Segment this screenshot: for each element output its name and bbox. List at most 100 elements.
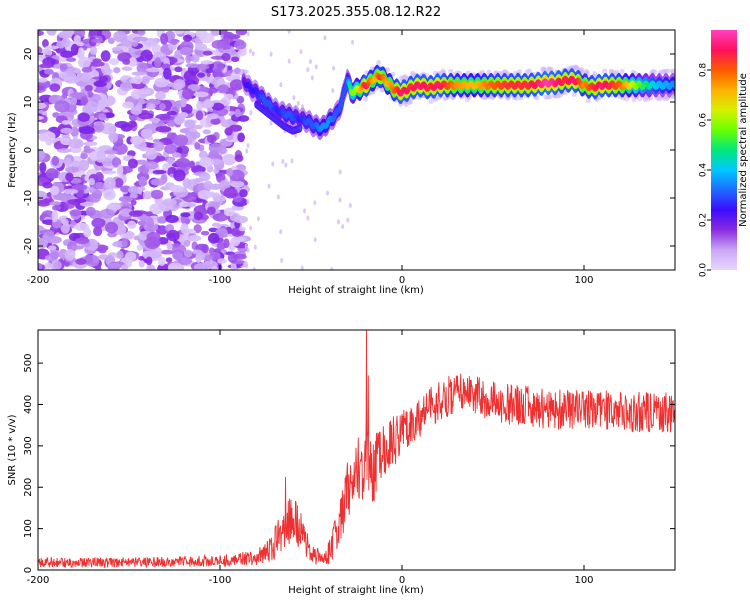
spectrogram-noise-cell (201, 243, 209, 254)
spectrogram-noise-cell (193, 91, 209, 98)
spectrogram-noise-cell (52, 112, 60, 118)
spectrogram-noise-cell (111, 47, 122, 52)
spectrogram-noise-cell (223, 238, 230, 249)
spectrogram-noise-cell (280, 257, 284, 263)
spectrogram-noise-cell (199, 117, 214, 128)
spectrogram-noise-cell (173, 169, 186, 182)
spectrogram-noise-cell (166, 132, 176, 140)
spectrogram-noise-cell (95, 181, 105, 190)
spectrogram-noise-cell (197, 72, 206, 78)
spectrogram-noise-cell (49, 201, 62, 206)
spectrogram-noise-cell (179, 46, 194, 56)
spectrogram-noise-cell (130, 89, 141, 99)
spectrogram-noise-cell (310, 75, 314, 81)
spectrogram-noise-cell (58, 30, 73, 39)
spectrogram-noise-cell (108, 131, 119, 143)
spectrogram-noise-cell (180, 96, 187, 108)
spectrogram-noise-cell (140, 128, 153, 139)
spectrogram-halo-cell (534, 95, 540, 101)
spectrogram-noise-cell (87, 91, 94, 98)
spectrogram-noise-cell (145, 103, 156, 110)
spectrogram-noise-cell (130, 199, 137, 206)
spectrogram-noise-cell (200, 100, 214, 109)
spectrogram-noise-cell (77, 56, 91, 69)
spectrogram-noise-cell (60, 221, 70, 234)
snr-y-tick-label: 400 (23, 395, 34, 414)
spectrogram-noise-cell (130, 106, 142, 115)
spectrogram-noise-cell (235, 30, 248, 36)
spectrogram-noise-cell (64, 248, 76, 261)
spectrogram-noise-cell (314, 64, 318, 70)
spectrogram-noise-cell (194, 43, 208, 51)
spectrogram-noise-cell (44, 68, 54, 75)
spectrogram-noise-cell (91, 38, 104, 43)
spectrogram-noise-cell (207, 232, 220, 244)
spectrogram-noise-cell (89, 61, 105, 67)
spectrogram-noise-cell (80, 96, 89, 106)
spectrogram-noise-cell (61, 120, 71, 125)
spectrogram-noise-cell (257, 216, 261, 222)
spectrogram-noise-cell (70, 43, 79, 56)
spectrogram-noise-cell (104, 112, 115, 119)
spectrogram-noise-cell (70, 126, 79, 137)
snr-y-tick-label: 200 (23, 478, 34, 497)
spectrogram-noise-cell (217, 258, 227, 264)
spectrogram-noise-cell (237, 132, 246, 143)
spectrogram-noise-cell (113, 30, 127, 43)
spectrogram-noise-cell (194, 50, 206, 55)
spectrogram-noise-cell (138, 176, 148, 187)
spectrogram-noise-cell (195, 110, 204, 121)
spectrogram-noise-cell (49, 83, 61, 92)
spectrogram-noise-cell (173, 134, 189, 147)
spectrogram-noise-cell (211, 222, 221, 227)
spectrogram-x-label: Height of straight line (km) (288, 285, 424, 296)
spectrogram-noise-cell (122, 58, 131, 65)
spectrogram-y-label: Frequency (Hz) (7, 112, 18, 188)
spectrogram-halo-cell (448, 68, 454, 74)
spectrogram-noise-cell (194, 124, 203, 130)
spectrogram-noise-cell (145, 148, 158, 160)
colorbar-tick-label: 0.4 (699, 163, 709, 178)
spectrogram-halo-cell (602, 68, 608, 74)
spectrogram-noise-cell (185, 54, 192, 64)
spectrogram-noise-cell (171, 243, 180, 248)
spectrogram-noise-cell (138, 259, 145, 268)
spectrogram-noise-cell (42, 39, 49, 48)
spectrogram-noise-cell (287, 58, 291, 64)
spectrogram-noise-cell (65, 172, 74, 182)
spectrogram-noise-cell (131, 71, 148, 76)
spectrogram-noise-cell (38, 262, 43, 270)
spectrogram-noise-cell (200, 60, 214, 65)
spectrogram-noise-cell (71, 245, 84, 250)
snr-y-label: SNR (10 * v/v) (7, 414, 18, 485)
spectrogram-noise-cell (42, 181, 53, 189)
spectrogram-noise-cell (155, 155, 166, 162)
spectrogram-noise-cell (166, 110, 177, 116)
spectrogram-y-tick-label: 10 (23, 96, 34, 109)
spectrogram-noise-cell (223, 187, 238, 199)
spectrogram-noise-cell (182, 178, 192, 189)
spectrogram-noise-cell (234, 108, 241, 118)
spectrogram-noise-cell (192, 249, 203, 255)
spectrogram-noise-cell (51, 210, 59, 223)
spectrogram-ridge-cell (672, 83, 675, 90)
spectrogram-noise-cell (351, 39, 355, 45)
spectrogram-noise-cell (136, 98, 146, 105)
spectrogram-noise-cell (185, 63, 201, 68)
spectrogram-noise-cell (183, 239, 191, 247)
spectrogram-noise-cell (69, 92, 81, 99)
spectrogram-noise-cell (233, 67, 241, 75)
spectrogram-noise-cell (246, 247, 250, 253)
spectrogram-noise-cell (127, 158, 138, 169)
spectrogram-noise-cell (128, 210, 143, 217)
spectrogram-noise-cell (203, 180, 213, 190)
spectrogram-noise-cell (114, 120, 130, 129)
spectrogram-noise-cell (77, 112, 90, 122)
spectrogram-noise-cell (75, 258, 87, 265)
spectrogram-noise-cell (121, 66, 133, 71)
spectrogram-halo-cell (363, 96, 369, 102)
spectrogram-noise-cell (84, 254, 93, 264)
snr-y-tick-label: 0 (23, 567, 34, 573)
spectrogram-noise-cell (97, 99, 106, 111)
spectrogram-noise-cell (341, 224, 345, 230)
